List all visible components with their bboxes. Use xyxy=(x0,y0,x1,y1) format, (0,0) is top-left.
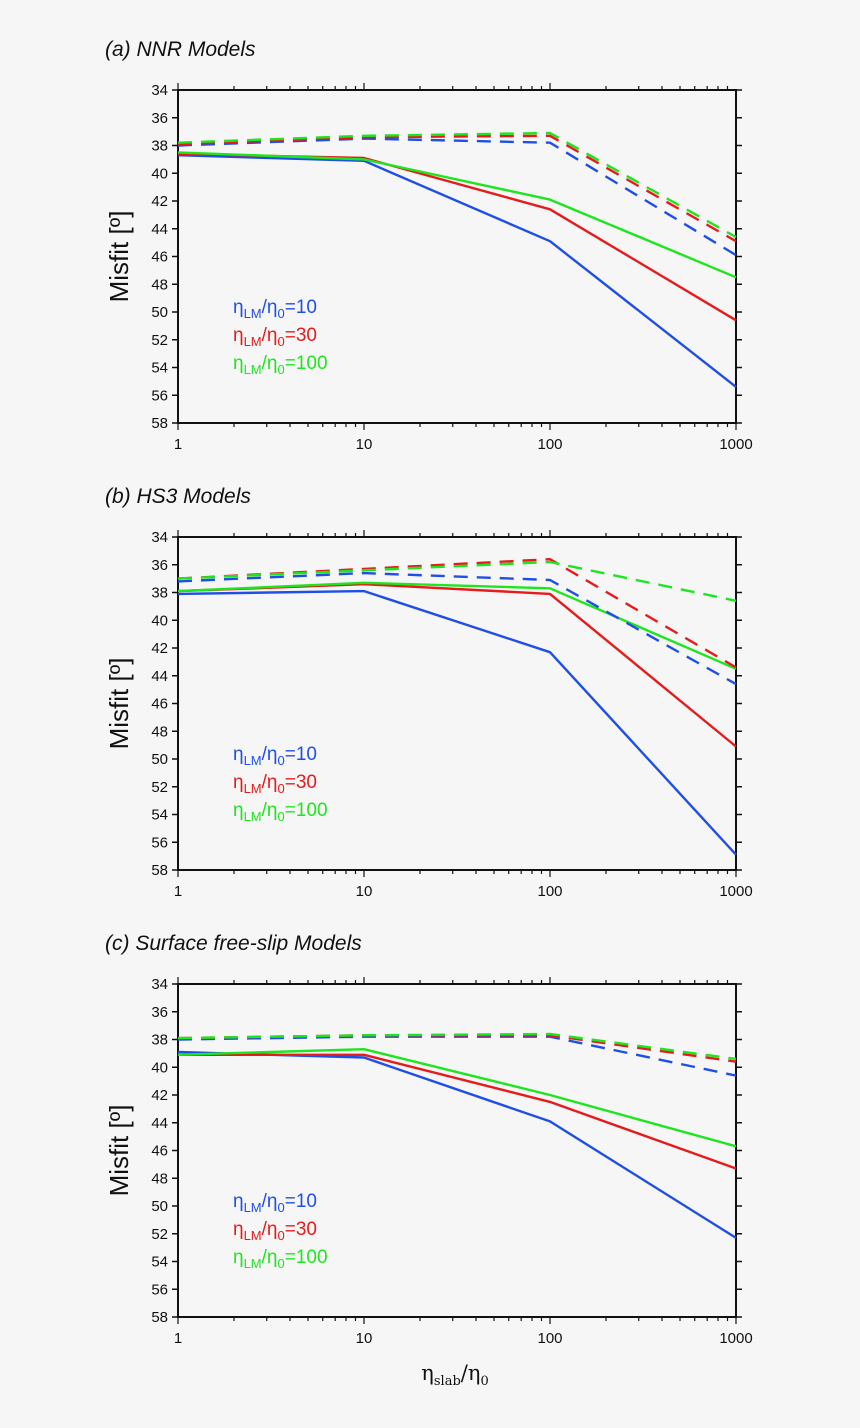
y-tick-label: 48 xyxy=(151,1170,168,1187)
series-line-dashed-5 xyxy=(177,131,737,239)
y-tick-label: 42 xyxy=(151,1087,168,1104)
y-tick-label: 46 xyxy=(151,696,168,713)
legend-entry: ηLM/η0=10 xyxy=(233,744,317,768)
y-tick-label: 58 xyxy=(151,862,168,879)
series-line-dashed-3 xyxy=(177,571,737,686)
x-tick-label: 10 xyxy=(356,1330,373,1347)
series-line-dashed-4 xyxy=(177,1034,737,1063)
y-axis-label: Misfit [º] xyxy=(104,658,134,750)
y-axis-label: Misfit [º] xyxy=(104,1105,134,1197)
series-line-solid-1 xyxy=(178,1053,737,1170)
legend-entry: ηLM/η0=100 xyxy=(233,800,328,824)
y-tick-label: 52 xyxy=(151,779,168,796)
y-tick-label: 50 xyxy=(151,304,168,321)
y-tick-label: 56 xyxy=(151,1281,168,1298)
y-tick-label: 42 xyxy=(151,640,168,657)
y-tick-label: 58 xyxy=(151,1309,168,1326)
y-tick-label: 48 xyxy=(151,723,168,740)
x-tick-label: 1000 xyxy=(719,1330,752,1347)
x-tick-label: 1 xyxy=(174,436,182,453)
x-axis-label: ηslab/η0 xyxy=(421,467,488,495)
y-tick-label: 44 xyxy=(151,221,168,238)
y-tick-label: 40 xyxy=(151,612,168,629)
y-tick-label: 36 xyxy=(151,557,168,574)
y-tick-label: 46 xyxy=(151,249,168,266)
legend-entry: ηLM/η0=100 xyxy=(233,353,328,377)
y-tick-label: 38 xyxy=(151,585,168,602)
y-tick-label: 54 xyxy=(151,360,168,377)
y-tick-label: 36 xyxy=(151,110,168,127)
series-line-solid-1 xyxy=(177,583,737,748)
x-axis-label: ηslab/η0 xyxy=(421,1361,488,1389)
y-tick-label: 52 xyxy=(151,1226,168,1243)
series-line-dashed-3 xyxy=(177,137,737,257)
x-tick-label: 100 xyxy=(537,1330,562,1347)
y-tick-label: 54 xyxy=(151,807,168,824)
chart-title: (a) NNR Models xyxy=(105,38,256,61)
series-line-solid-2 xyxy=(177,151,737,279)
series-line-dashed-5 xyxy=(177,1032,737,1061)
y-tick-label: 44 xyxy=(151,668,168,685)
x-tick-label: 1 xyxy=(174,883,182,900)
y-tick-label: 34 xyxy=(151,529,168,546)
y-tick-label: 56 xyxy=(151,834,168,851)
chart-title: (c) Surface free-slip Models xyxy=(105,932,362,955)
series-line-dashed-3 xyxy=(177,1035,737,1077)
y-tick-label: 38 xyxy=(151,138,168,155)
x-tick-label: 10 xyxy=(356,436,373,453)
x-tick-label: 10 xyxy=(356,883,373,900)
x-axis-label: ηslab/η0 xyxy=(421,914,488,942)
x-tick-label: 100 xyxy=(537,436,562,453)
y-tick-label: 52 xyxy=(151,332,168,349)
y-tick-label: 36 xyxy=(151,1004,168,1021)
legend-entry: ηLM/η0=100 xyxy=(233,1247,328,1271)
y-tick-label: 58 xyxy=(151,415,168,432)
chart-title: (b) HS3 Models xyxy=(105,485,251,508)
y-tick-label: 40 xyxy=(151,165,168,182)
y-tick-label: 46 xyxy=(151,1143,168,1160)
y-tick-label: 38 xyxy=(151,1032,168,1049)
legend-entry: ηLM/η0=10 xyxy=(233,297,317,321)
y-tick-label: 34 xyxy=(151,82,168,99)
y-tick-label: 56 xyxy=(151,387,168,404)
panel-c: (c) Surface free-slip Models 34 36 38 40 42 44… xyxy=(104,932,753,1389)
y-tick-label: 40 xyxy=(151,1059,168,1076)
y-tick-label: 50 xyxy=(151,751,168,768)
x-tick-label: 1 xyxy=(174,1330,182,1347)
legend-entry: ηLM/η0=30 xyxy=(233,325,317,349)
y-axis-label: Misfit [º] xyxy=(104,211,134,303)
series-line-solid-0 xyxy=(177,154,737,388)
panel-b: (b) HS3 Models 34 36 38 40 42 44 46 48 50 52 54 56 58… xyxy=(104,485,753,942)
x-tick-label: 1000 xyxy=(719,436,752,453)
series-line-solid-2 xyxy=(177,581,737,670)
x-tick-label: 100 xyxy=(537,883,562,900)
legend-entry: ηLM/η0=30 xyxy=(233,772,317,796)
panel-a: (a) NNR Models 34 36 38 40 42 44 46 48 50 52 54 56 58… xyxy=(104,38,753,495)
legend-entry: ηLM/η0=30 xyxy=(233,1219,317,1243)
series-line-dashed-5 xyxy=(177,560,737,602)
series-line-solid-0 xyxy=(177,589,737,856)
series-line-dashed-4 xyxy=(177,134,737,243)
x-tick-label: 1000 xyxy=(719,883,752,900)
series-line-solid-2 xyxy=(177,1047,737,1148)
y-tick-label: 48 xyxy=(151,276,168,293)
y-tick-label: 50 xyxy=(151,1198,168,1215)
y-tick-label: 42 xyxy=(151,193,168,210)
y-tick-label: 44 xyxy=(151,1115,168,1132)
y-tick-label: 34 xyxy=(151,976,168,993)
y-tick-label: 54 xyxy=(151,1254,168,1271)
legend-entry: ηLM/η0=10 xyxy=(233,1191,317,1215)
